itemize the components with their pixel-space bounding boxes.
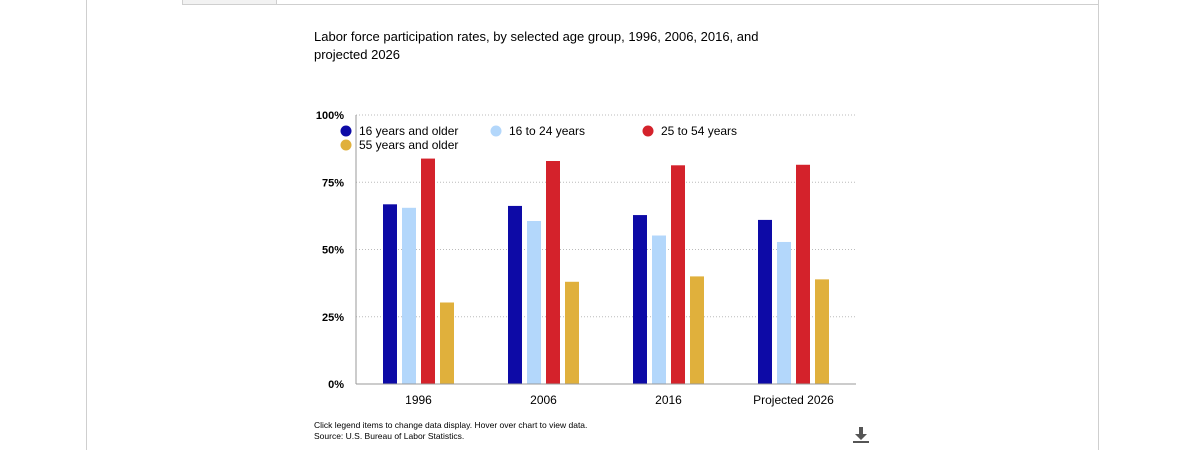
chart-note: Click legend items to change data displa… [314,420,587,442]
y-tick-label: 75% [322,177,344,189]
bar[interactable] [652,235,666,384]
bar[interactable] [690,276,704,384]
bar[interactable] [402,207,416,384]
legend-marker [340,125,352,137]
note-source: Source: U.S. Bureau of Labor Statistics. [314,431,465,441]
legend-item[interactable]: 55 years and older [340,138,459,152]
bar[interactable] [796,164,810,384]
legend-item[interactable]: 16 to 24 years [490,124,586,138]
bar[interactable] [383,204,397,384]
chart-panel [86,0,1099,450]
legend-marker [490,125,502,137]
bars [383,158,829,384]
panel-top-border [275,4,1099,5]
bar[interactable] [508,205,522,384]
legend-marker [642,125,654,137]
bar[interactable] [440,302,454,384]
chart-title: Labor force participation rates, by sele… [314,29,759,62]
bar[interactable] [565,281,579,384]
legend-item[interactable]: 25 to 54 years [642,124,738,138]
bar[interactable] [777,241,791,384]
bar[interactable] [546,160,560,384]
legend-label: 16 to 24 years [509,124,585,138]
y-axis-ticks: 0% 25% 50% 75% 100% [316,110,344,391]
x-category-label: Projected 2026 [753,393,834,407]
grid-lines [356,114,856,318]
axes [355,115,856,385]
legend: 16 years and older 16 to 24 years 25 to 54… [340,124,738,152]
bar[interactable] [671,165,685,384]
bar[interactable] [758,219,772,384]
x-category-label: 2016 [655,393,682,407]
y-tick-label: 100% [316,110,344,122]
legend-marker [340,139,352,151]
y-tick-label: 50% [322,245,344,257]
x-category-label: 2006 [530,393,557,407]
note-instructions: Click legend items to change data displa… [314,420,588,430]
x-axis-labels: 1996 2006 2016 Projected 2026 [405,393,834,407]
y-tick-label: 25% [322,312,344,324]
legend-label: 25 to 54 years [661,124,737,138]
bar[interactable] [815,279,829,384]
panel-tab[interactable] [182,0,277,5]
y-tick-label: 0% [328,379,344,391]
legend-item[interactable]: 16 years and older [340,124,459,138]
legend-label: 16 years and older [359,124,458,138]
download-icon[interactable] [850,424,872,446]
legend-label: 55 years and older [359,138,458,152]
x-category-label: 1996 [405,393,432,407]
bar[interactable] [633,215,647,384]
bar[interactable] [421,158,435,384]
bar[interactable] [527,220,541,384]
